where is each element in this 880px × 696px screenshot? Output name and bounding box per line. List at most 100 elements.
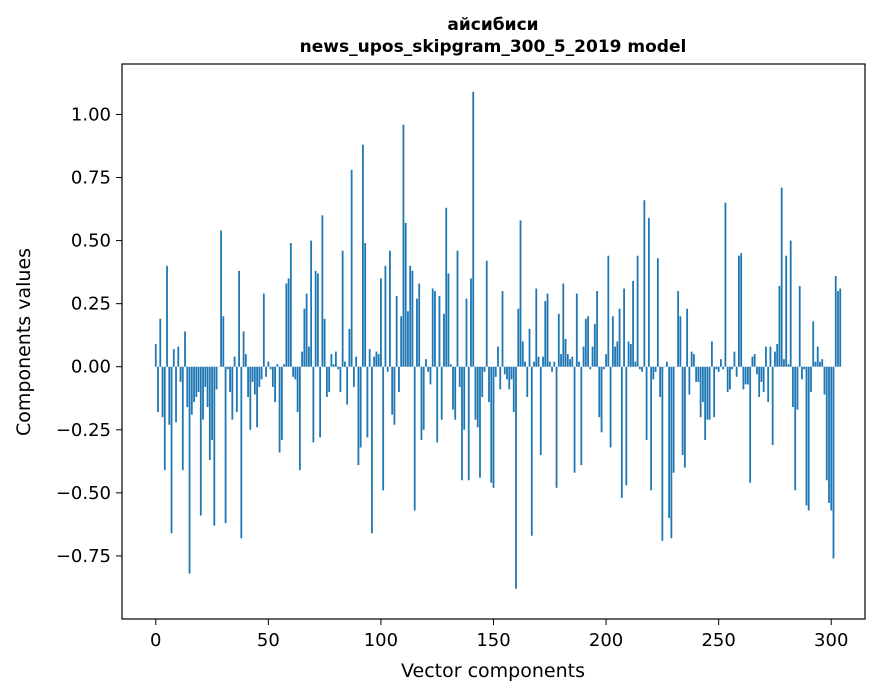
- bars-group: [154, 91, 842, 589]
- bar: [262, 293, 265, 367]
- bar: [731, 366, 734, 370]
- bar: [537, 356, 540, 367]
- bar: [798, 286, 801, 367]
- bar: [485, 260, 488, 367]
- bar: [488, 366, 490, 403]
- bar: [724, 202, 727, 367]
- bar: [753, 354, 756, 367]
- bar: [695, 366, 698, 382]
- y-tick-label: 0.25: [71, 294, 111, 315]
- y-tick-label: 1.00: [71, 104, 111, 125]
- bar: [314, 270, 317, 367]
- bar: [749, 366, 752, 483]
- bar: [591, 346, 594, 367]
- bar: [206, 366, 209, 408]
- bar: [267, 361, 270, 367]
- bar: [672, 366, 675, 473]
- bar: [758, 366, 761, 397]
- bar: [362, 144, 364, 367]
- bar: [168, 366, 171, 425]
- bar: [301, 351, 304, 367]
- bar: [699, 366, 702, 418]
- bar: [431, 288, 434, 367]
- bar: [692, 354, 695, 367]
- bar: [377, 354, 380, 367]
- bar: [542, 356, 544, 367]
- bar: [506, 366, 508, 380]
- bar: [785, 255, 788, 367]
- bar: [767, 366, 770, 403]
- bar: [359, 366, 362, 448]
- bar: [812, 321, 815, 367]
- bar: [344, 361, 346, 367]
- bar: [711, 341, 713, 367]
- bar: [771, 366, 774, 445]
- bar: [555, 366, 558, 488]
- bar: [805, 366, 808, 506]
- bar: [413, 366, 416, 511]
- bar: [819, 361, 821, 367]
- bar: [548, 361, 551, 367]
- bar: [497, 346, 499, 367]
- bar: [411, 270, 414, 367]
- bar: [652, 366, 655, 380]
- bar: [632, 280, 634, 367]
- bar: [472, 91, 475, 367]
- bar: [530, 366, 533, 536]
- bar: [569, 359, 571, 367]
- bar: [240, 366, 243, 539]
- bar: [319, 366, 322, 438]
- bar: [575, 293, 578, 367]
- bar: [492, 366, 495, 488]
- bar: [159, 318, 162, 367]
- bar: [172, 349, 175, 367]
- bar: [690, 351, 693, 367]
- bar: [729, 366, 731, 390]
- bar: [303, 308, 306, 367]
- bar: [544, 301, 547, 367]
- bar: [456, 250, 459, 367]
- bar: [715, 366, 718, 370]
- y-tick-label: 0.50: [71, 231, 111, 252]
- bar: [519, 220, 522, 367]
- bar: [566, 354, 569, 367]
- bar: [706, 366, 709, 420]
- bar: [614, 346, 616, 367]
- bar: [688, 366, 691, 395]
- bar: [368, 349, 371, 367]
- bar: [238, 270, 240, 367]
- bar: [382, 366, 385, 491]
- bar: [571, 356, 574, 367]
- bar: [348, 328, 351, 367]
- bar: [375, 351, 378, 367]
- bar: [407, 311, 409, 367]
- bar: [161, 366, 164, 418]
- bar: [562, 283, 565, 367]
- chart-title: айсибиси: [447, 15, 538, 35]
- y-axis-ticks: −0.75 −0.50 −0.25 0.00 0.25 0.50 0.75 1.00: [56, 104, 122, 567]
- bar: [188, 366, 191, 574]
- bar: [427, 366, 430, 372]
- bar: [283, 364, 286, 367]
- bar: [521, 341, 524, 367]
- bar: [512, 366, 515, 413]
- bar: [416, 298, 418, 367]
- bar: [573, 366, 576, 473]
- bar: [204, 366, 207, 387]
- bar: [224, 366, 227, 524]
- bar: [339, 366, 342, 392]
- bar: [825, 366, 828, 481]
- bar: [607, 255, 610, 367]
- bar: [199, 366, 202, 516]
- bar: [589, 366, 592, 370]
- bar: [618, 308, 621, 367]
- bar: [650, 366, 653, 491]
- bar: [458, 366, 461, 387]
- bar: [208, 366, 211, 461]
- bar: [373, 356, 376, 367]
- bar: [332, 364, 335, 367]
- bar: [380, 278, 382, 367]
- y-tick-label: −0.50: [56, 483, 111, 504]
- bar: [796, 366, 799, 410]
- bar: [717, 366, 720, 372]
